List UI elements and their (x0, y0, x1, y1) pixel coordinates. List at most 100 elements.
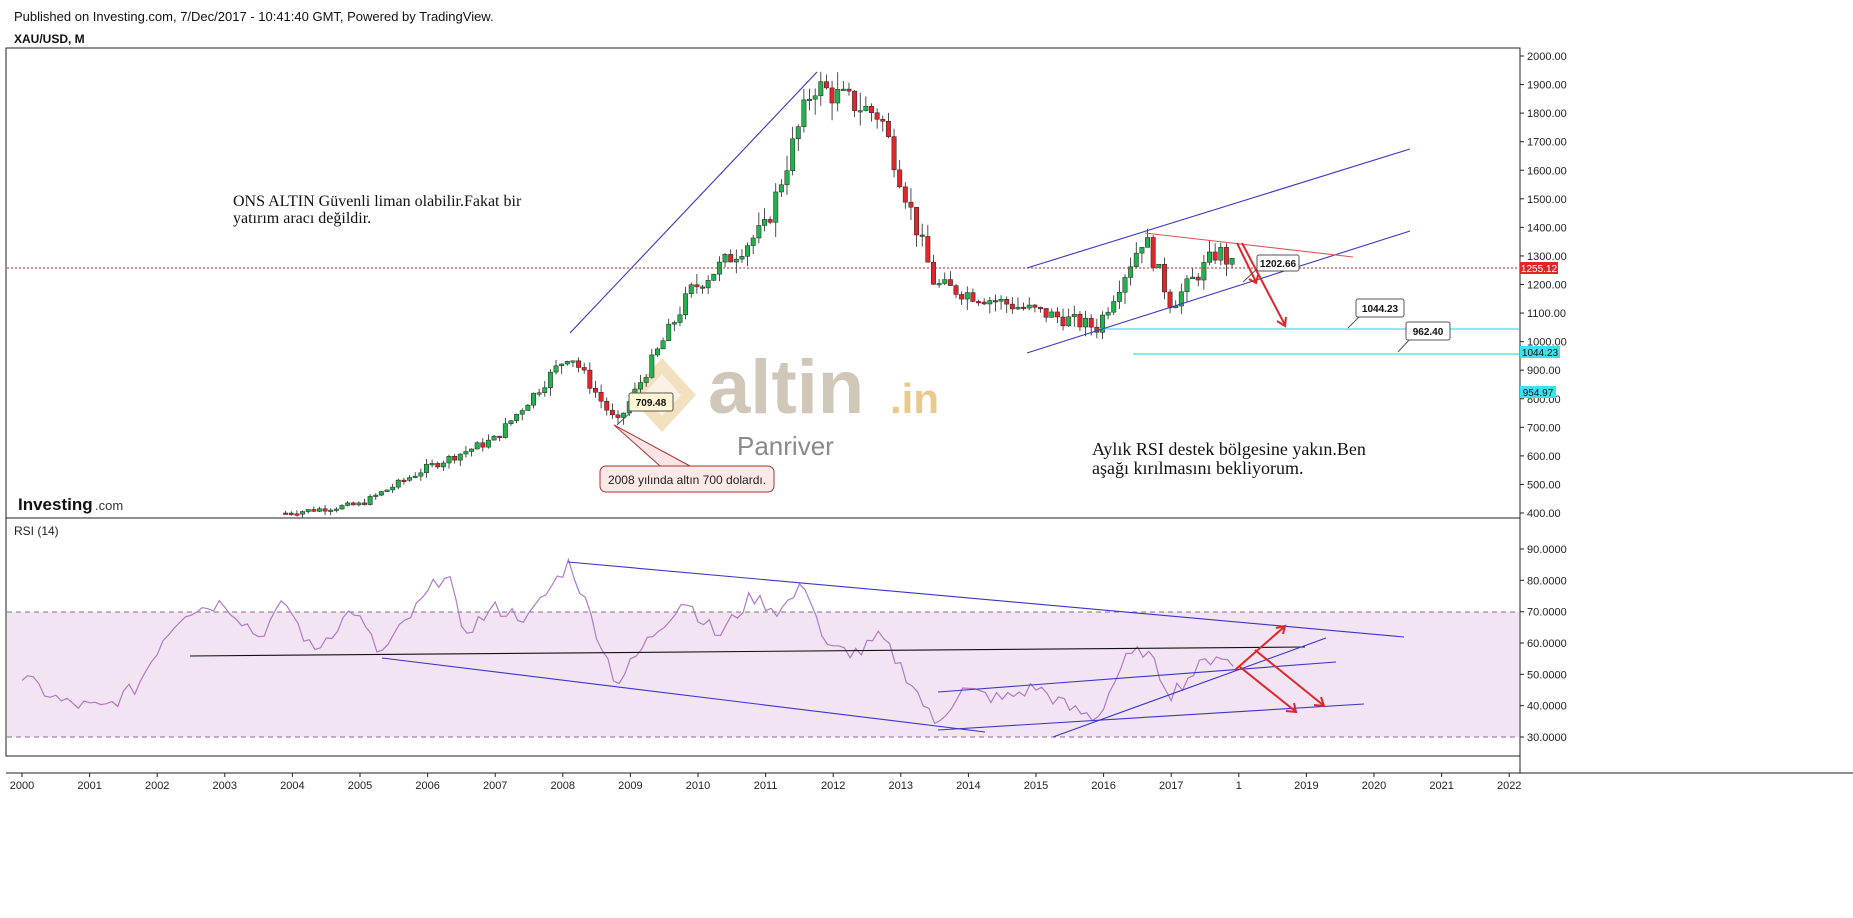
time-tick-label: 2001 (77, 780, 101, 792)
candle (401, 479, 407, 482)
candle (694, 284, 700, 288)
candle (964, 292, 970, 300)
candle (1111, 301, 1117, 313)
candle (328, 509, 334, 512)
note-left-line1: ONS ALTIN Güvenli liman olabilir.Fakat b… (233, 193, 522, 210)
candle (919, 234, 925, 237)
candle (947, 279, 953, 286)
time-tick-label: 2015 (1024, 780, 1048, 792)
candle (559, 363, 565, 367)
candle (604, 400, 610, 411)
price-tick-label: 400.00 (1527, 508, 1561, 520)
price-tick-label: 1700.00 (1527, 137, 1567, 149)
svg-text:954.97: 954.97 (1523, 388, 1554, 399)
candle (857, 110, 863, 113)
candle (1049, 311, 1055, 318)
time-tick-label: 2003 (213, 780, 237, 792)
candle (333, 508, 339, 511)
rsi-tick-label: 40.0000 (1527, 701, 1567, 713)
rsi-arrows (1234, 624, 1326, 714)
candle (609, 409, 615, 416)
candle (700, 286, 705, 289)
time-tick-label: 2014 (956, 780, 980, 792)
candle (981, 301, 987, 305)
callout-962: 962.40 (1397, 321, 1451, 353)
candle (784, 170, 790, 186)
rsi-tick-label: 70.0000 (1527, 607, 1567, 619)
label-1044: 1044.23 (1362, 304, 1399, 315)
callout-1202: 1202.66 (1242, 254, 1300, 283)
candle (418, 472, 424, 477)
candle (705, 280, 711, 289)
price-tick-label: 1500.00 (1527, 194, 1567, 206)
candle (795, 126, 801, 140)
candle (931, 261, 936, 285)
note-left-line2: yatırım aracı değildir. (233, 210, 371, 227)
callout-2008-text: 2008 yılında altın 700 dolardı. (608, 473, 766, 487)
candle (570, 360, 576, 363)
candle (970, 292, 976, 302)
time-tick-label: 2012 (821, 780, 845, 792)
candle (1223, 247, 1229, 265)
candle (1015, 306, 1021, 310)
candle (412, 475, 418, 478)
candle (581, 367, 587, 371)
candle (987, 300, 993, 305)
rsi-tick-label: 30.0000 (1527, 732, 1567, 744)
candle (1161, 263, 1167, 293)
candle (953, 285, 959, 295)
candle (288, 512, 294, 515)
price-tick-label: 1900.00 (1527, 80, 1567, 92)
candle (998, 299, 1004, 302)
candles (283, 71, 1235, 518)
candle (823, 81, 829, 89)
rsi-band (7, 612, 1519, 737)
price-tick-label: 1200.00 (1527, 280, 1567, 292)
candle (1133, 252, 1139, 268)
candle (1060, 316, 1066, 327)
rsi-tick-label: 90.0000 (1527, 544, 1567, 556)
candle (1066, 316, 1072, 327)
price-tick-label: 500.00 (1527, 479, 1561, 491)
price-tick-label: 1800.00 (1527, 108, 1567, 120)
candle (390, 486, 396, 491)
candle (305, 509, 311, 512)
candle (1032, 304, 1038, 308)
time-tick-label: 2022 (1497, 780, 1521, 792)
candle (621, 412, 627, 418)
candle (283, 512, 289, 515)
candle (497, 435, 503, 438)
candle (1212, 251, 1218, 261)
symbol-title: XAU/USD, M (14, 32, 85, 46)
candle (485, 439, 491, 448)
candle (384, 489, 390, 492)
badge-support-1044: 1044.23 (1520, 346, 1560, 359)
candle (1083, 317, 1089, 328)
label-1202: 1202.66 (1260, 259, 1297, 270)
candle (452, 456, 458, 461)
callout-709: 709.48 (616, 392, 674, 426)
candle (350, 502, 356, 506)
candle (446, 456, 452, 464)
candle (1218, 247, 1224, 261)
candle (407, 477, 413, 481)
time-tick-label: 2019 (1294, 780, 1318, 792)
candle (891, 136, 897, 171)
candle (367, 496, 373, 505)
svg-text:.com: .com (95, 498, 123, 513)
candle (1150, 237, 1156, 268)
candle (660, 340, 666, 350)
price-tick-label: 1300.00 (1527, 251, 1567, 263)
candle (1026, 304, 1032, 309)
time-tick-label: 2005 (348, 780, 372, 792)
time-tick-label: 2009 (618, 780, 642, 792)
price-tick-label: 1000.00 (1527, 337, 1567, 349)
candle (840, 88, 846, 91)
candle (440, 462, 446, 468)
price-tick-label: 700.00 (1527, 422, 1561, 434)
candle (745, 245, 751, 257)
candle (1178, 291, 1184, 307)
candle (1054, 311, 1060, 318)
label-709: 709.48 (636, 398, 667, 409)
